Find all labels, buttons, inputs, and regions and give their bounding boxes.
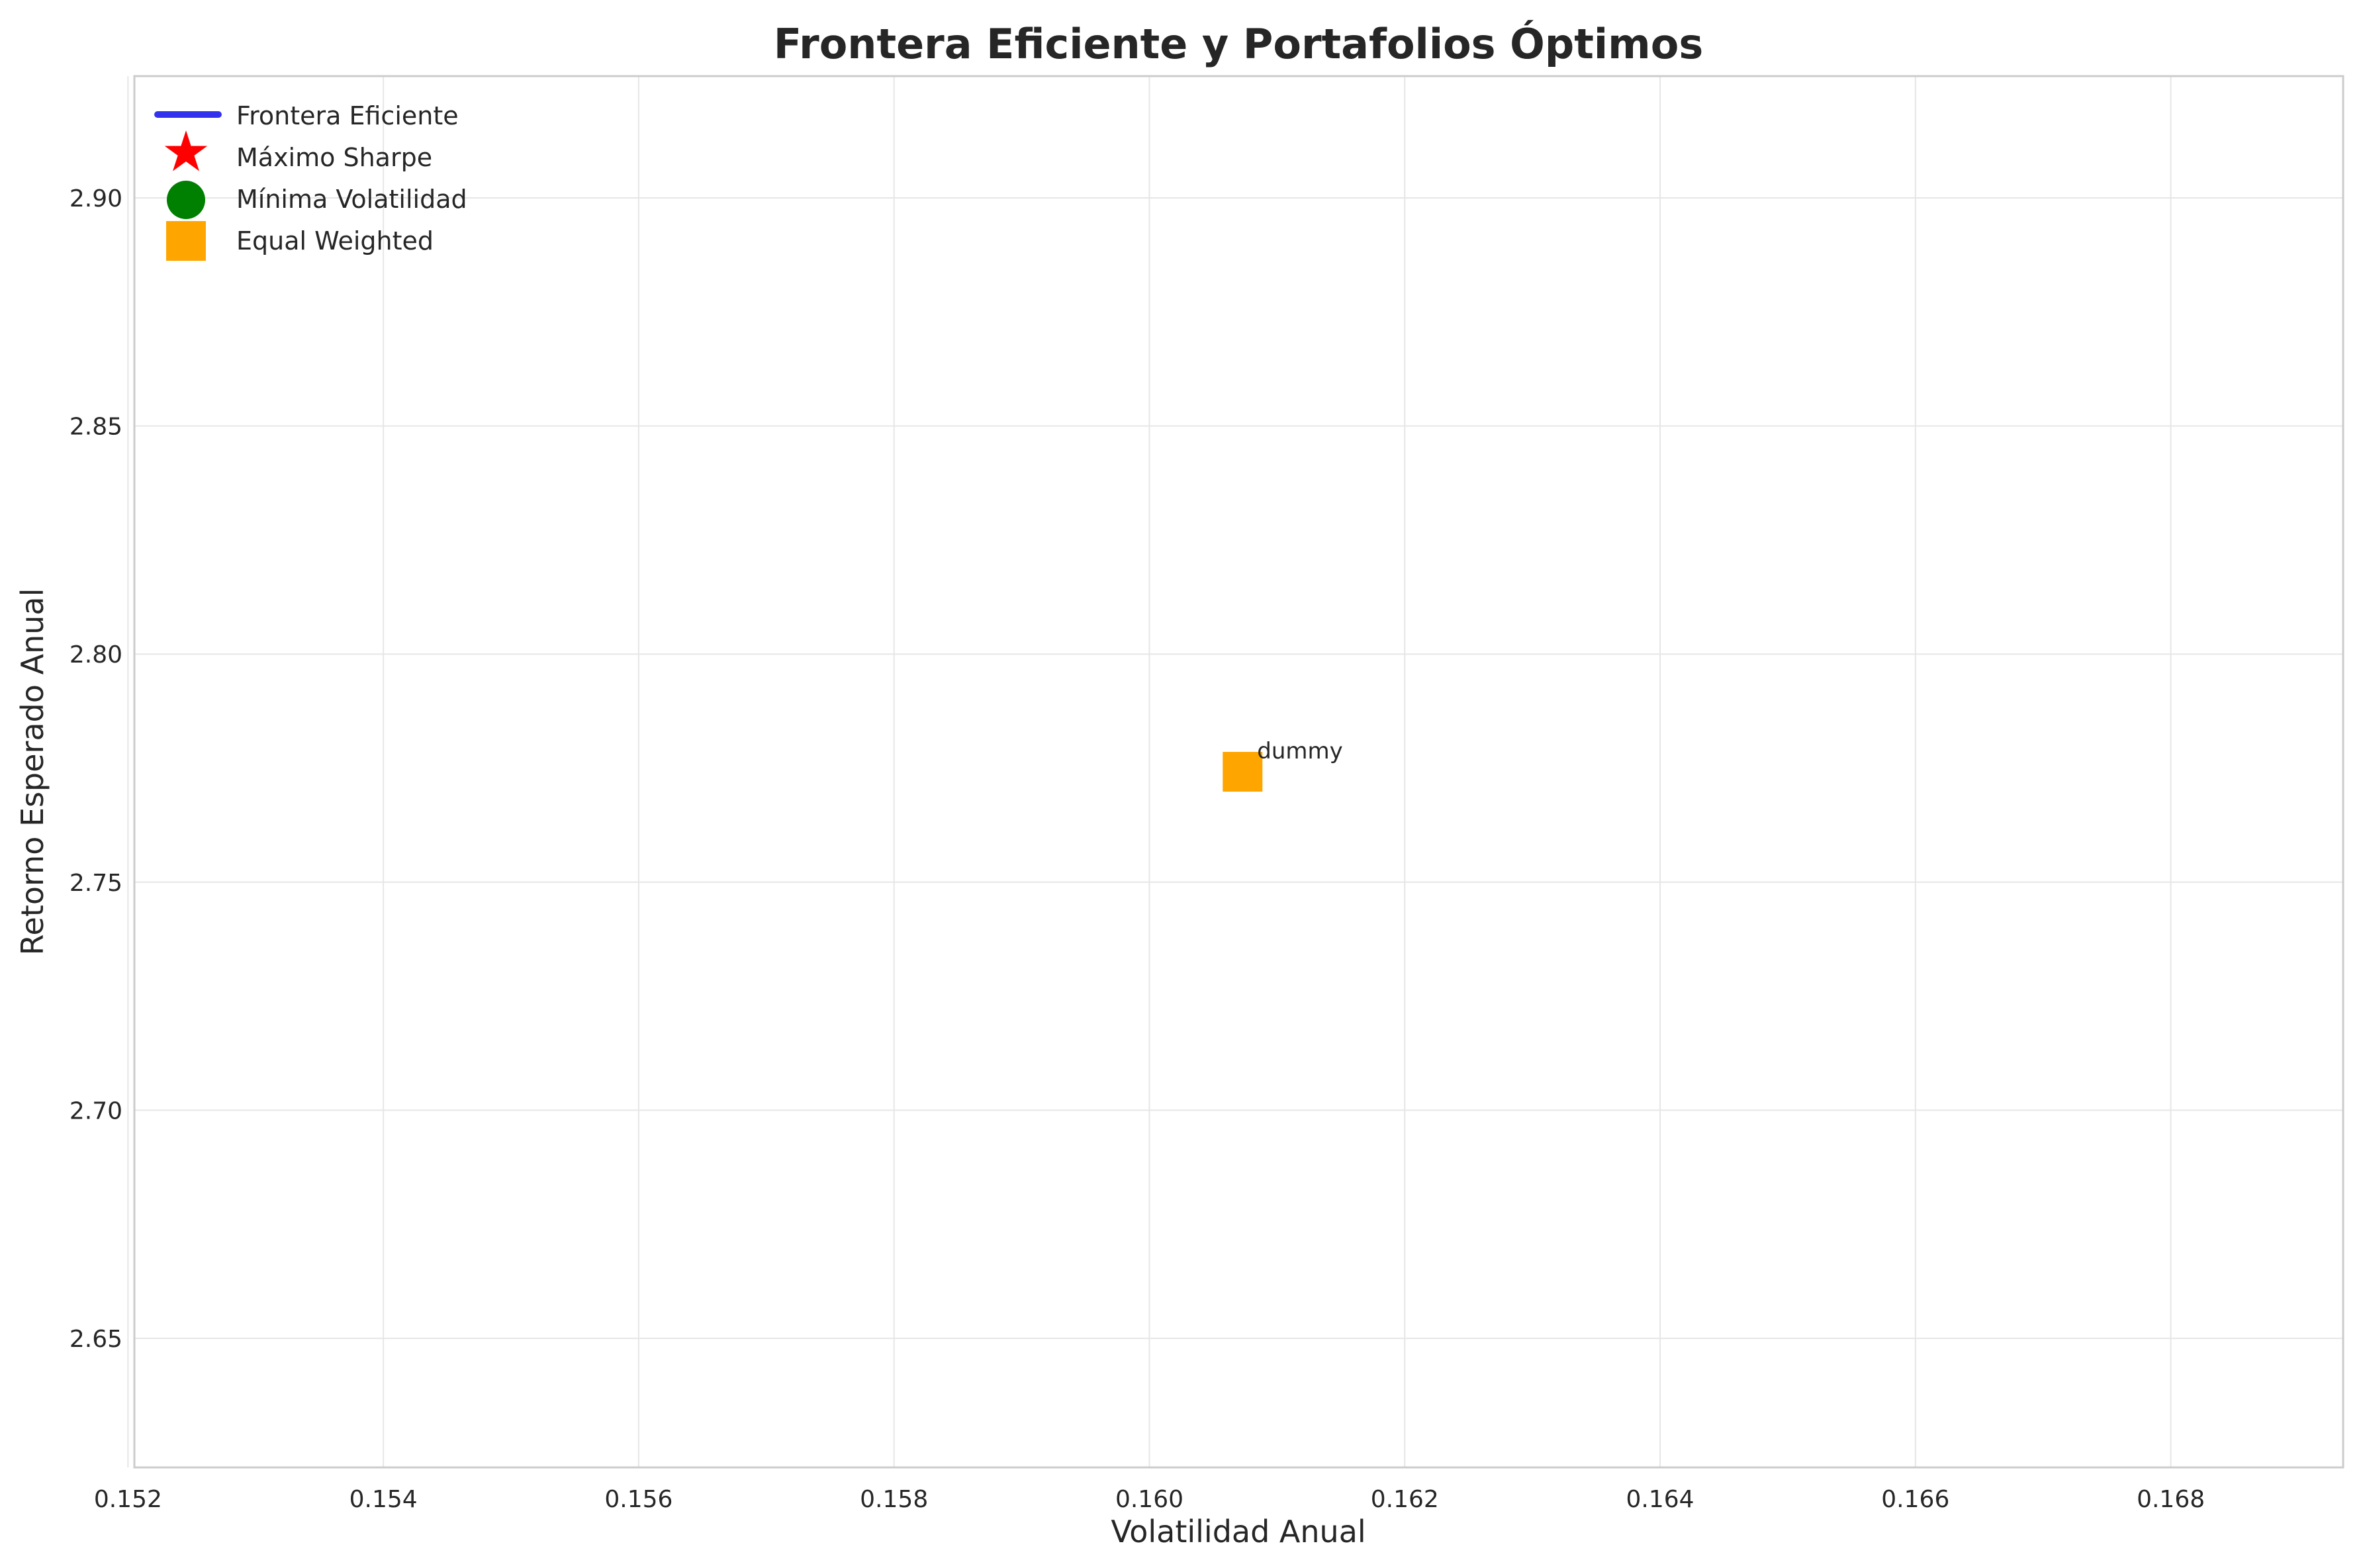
y-tick-label: 2.75: [70, 870, 122, 897]
legend-circle-marker: [167, 181, 205, 219]
legend-star-marker: [164, 130, 208, 171]
x-tick-label: 0.154: [349, 1486, 418, 1513]
y-tick-label: 2.80: [70, 641, 122, 669]
equal-weighted-point: [1223, 752, 1263, 792]
x-tick-label: 0.168: [2137, 1486, 2205, 1513]
legend: Frontera Eficiente Máximo Sharpe Mínima …: [154, 101, 467, 261]
data-marks: [1223, 752, 1263, 792]
legend-label-max-sharpe: Máximo Sharpe: [236, 143, 432, 172]
legend-label-min-volatility: Mínima Volatilidad: [236, 185, 467, 214]
x-tick-label: 0.166: [1881, 1486, 1949, 1513]
legend-label-equal-weighted: Equal Weighted: [236, 226, 434, 255]
legend-label-frontera: Frontera Eficiente: [236, 101, 459, 130]
point-annotation: dummy: [1257, 738, 1343, 764]
y-axis-label: Retorno Esperado Anual: [15, 588, 50, 956]
y-axis-ticks: 2.65 2.70 2.75 2.80 2.85 2.90: [70, 185, 122, 1353]
x-tick-label: 0.158: [860, 1486, 928, 1513]
plot-frame: [133, 75, 2344, 1469]
x-tick-label: 0.164: [1626, 1486, 1694, 1513]
x-axis-ticks: 0.152 0.154 0.156 0.158 0.160 0.162 0.164 0.166…: [94, 1486, 2205, 1513]
x-tick-label: 0.156: [604, 1486, 672, 1513]
y-tick-label: 2.85: [70, 414, 122, 441]
x-tick-label: 0.162: [1371, 1486, 1439, 1513]
y-tick-label: 2.65: [70, 1326, 122, 1353]
x-tick-label: 0.160: [1115, 1486, 1183, 1513]
y-tick-label: 2.90: [70, 185, 122, 212]
grid: [127, 76, 2343, 1467]
x-axis-label: Volatilidad Anual: [1111, 1514, 1366, 1549]
chart-title: Frontera Eficiente y Portafolios Óptimos: [774, 20, 1703, 68]
annotations: dummy: [1257, 738, 1343, 764]
y-tick-label: 2.70: [70, 1097, 122, 1125]
legend-square-marker: [166, 221, 206, 261]
x-tick-label: 0.152: [94, 1486, 162, 1513]
